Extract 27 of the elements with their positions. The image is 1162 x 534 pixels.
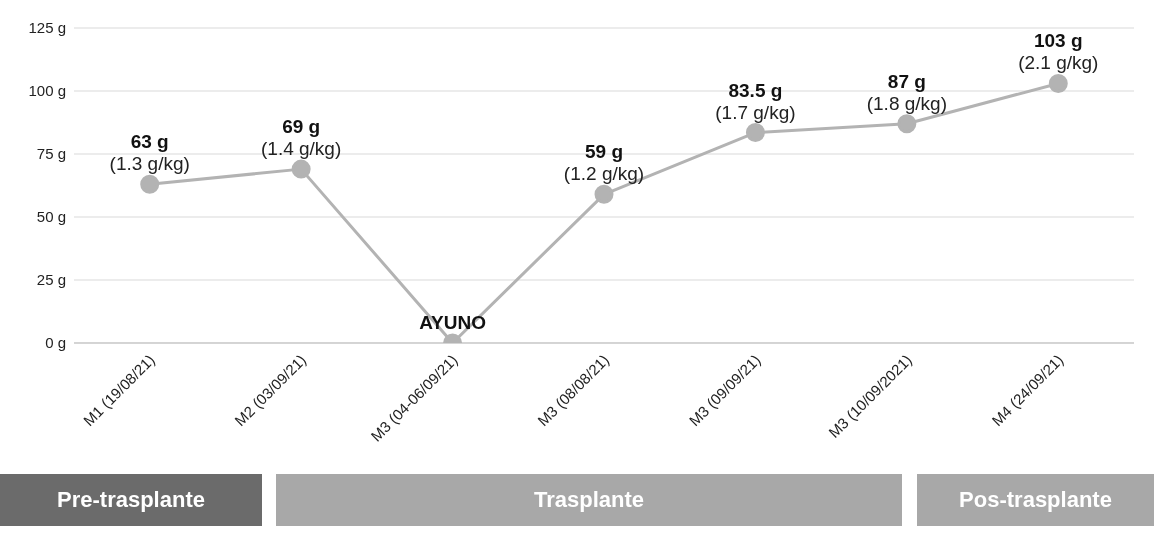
annotation: (2.1 g/kg) (1018, 52, 1099, 74)
y-tick-label: 0 g (45, 334, 66, 352)
text: Trasplante (276, 474, 902, 526)
y-tick-label: 25 g (36, 271, 66, 289)
data-label: 63 g (130, 131, 169, 153)
annotation: (1.7 g/kg) (715, 101, 796, 123)
annotation: (1.3 g/kg) (109, 153, 190, 175)
data-label: 83.5 g (728, 79, 783, 101)
y-tick-label: 50 g (36, 208, 66, 226)
point (291, 159, 311, 179)
point (140, 174, 160, 194)
point (745, 123, 765, 143)
y-tick-label: 125 g (28, 19, 66, 37)
annotation: (1.4 g/kg) (261, 138, 342, 160)
point (897, 114, 917, 134)
annotation: (1.2 g/kg) (563, 163, 645, 185)
data-label: 103 g (1033, 30, 1083, 52)
y-tick-label: 75 g (36, 145, 66, 163)
data-label: 69 g (282, 116, 321, 138)
data-label: 87 g (887, 70, 926, 92)
y-tick-label: 100 g (28, 82, 66, 100)
data-label: 59 g (584, 141, 624, 163)
annotation: (1.8 g/kg) (866, 92, 947, 114)
text: Pos-trasplante (917, 474, 1154, 526)
data-label: AYUNO (419, 312, 487, 333)
point (594, 184, 614, 204)
text: Pre-trasplante (0, 474, 262, 526)
